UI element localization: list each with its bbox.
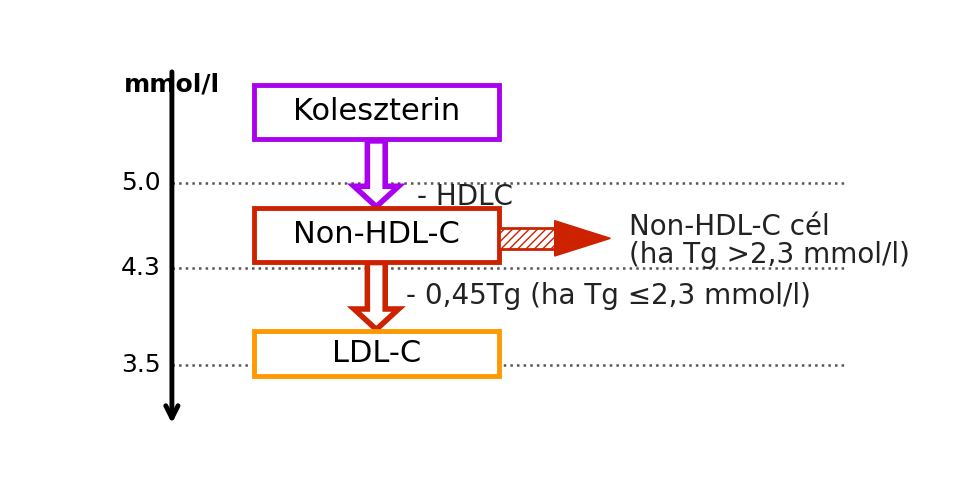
- Text: - HDLC: - HDLC: [417, 184, 513, 212]
- Polygon shape: [354, 262, 399, 329]
- FancyBboxPatch shape: [253, 331, 499, 376]
- Text: - 0,45Tg (ha Tg ≤2,3 mmol/l): - 0,45Tg (ha Tg ≤2,3 mmol/l): [406, 282, 811, 310]
- Text: 5.0: 5.0: [121, 170, 161, 195]
- FancyBboxPatch shape: [499, 228, 554, 249]
- Text: Non-HDL-C: Non-HDL-C: [292, 220, 459, 249]
- Text: (ha Tg >2,3 mmol/l): (ha Tg >2,3 mmol/l): [629, 241, 910, 269]
- Text: 4.3: 4.3: [121, 256, 161, 280]
- Text: Non-HDL-C cél: Non-HDL-C cél: [629, 213, 830, 241]
- FancyBboxPatch shape: [253, 208, 499, 262]
- Polygon shape: [354, 141, 399, 207]
- Polygon shape: [554, 221, 611, 256]
- Text: Koleszterin: Koleszterin: [292, 98, 460, 127]
- Text: 3.5: 3.5: [121, 353, 161, 377]
- FancyBboxPatch shape: [253, 85, 499, 139]
- Text: LDL-C: LDL-C: [332, 339, 421, 368]
- Text: mmol/l: mmol/l: [124, 73, 220, 97]
